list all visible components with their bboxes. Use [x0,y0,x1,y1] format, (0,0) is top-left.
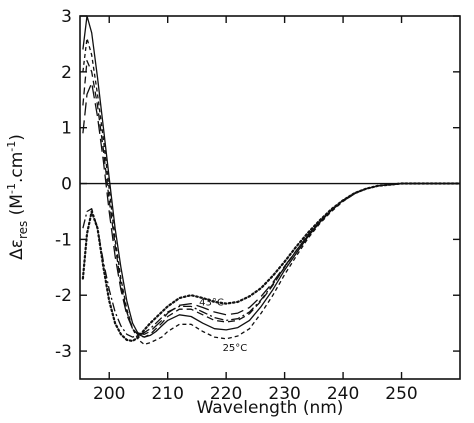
y-tick-label: 3 [61,7,72,27]
y-axis-title-sub: res [16,221,30,239]
y-axis-title-units-close: ) [7,134,27,141]
y-tick-label: -1 [55,230,72,250]
y-tick-label: 0 [61,175,72,195]
x-axis-title: Wavelength (nm) [197,398,344,418]
plot-frame [79,15,461,380]
series-line-solid [82,15,460,338]
temperature-annotation: 25°C [223,343,248,354]
series-line-dashed [82,60,460,338]
y-axis-title-mid: .cm [7,152,27,183]
y-axis-title-symbol: Δε [7,239,27,260]
y-axis-title-exp2: -1 [5,141,18,152]
temperature-annotation: 43°C [199,297,224,308]
annotations-group: 43°C 25°C [199,297,247,354]
x-tick-label: 250 [385,384,417,404]
y-tick-label: -2 [55,286,72,306]
y-tick-label: 1 [61,119,72,139]
x-tick-label: 200 [93,384,125,404]
series-line-dotted [81,182,462,343]
x-tick-label: 210 [151,384,183,404]
y-axis-title: Δεres (M-1.cm-1) [5,134,30,260]
x-tick-label: 220 [210,384,242,404]
y-axis-ticks: 3 2 1 0 -1 -2 -3 [55,7,460,362]
y-axis-title-units-open: (M [7,194,27,221]
y-tick-label: 2 [61,63,72,83]
series-line-long-dash [82,82,460,335]
series-group [81,15,462,346]
series-line-dash-dot [82,182,460,338]
y-tick-label: -3 [55,342,72,362]
y-axis-title-exp1: -1 [5,183,18,194]
series-line-short-dash [82,37,460,346]
x-tick-label: 230 [268,384,300,404]
x-axis-ticks: 200 210 220 230 240 250 [93,16,418,404]
x-tick-label: 240 [327,384,359,404]
